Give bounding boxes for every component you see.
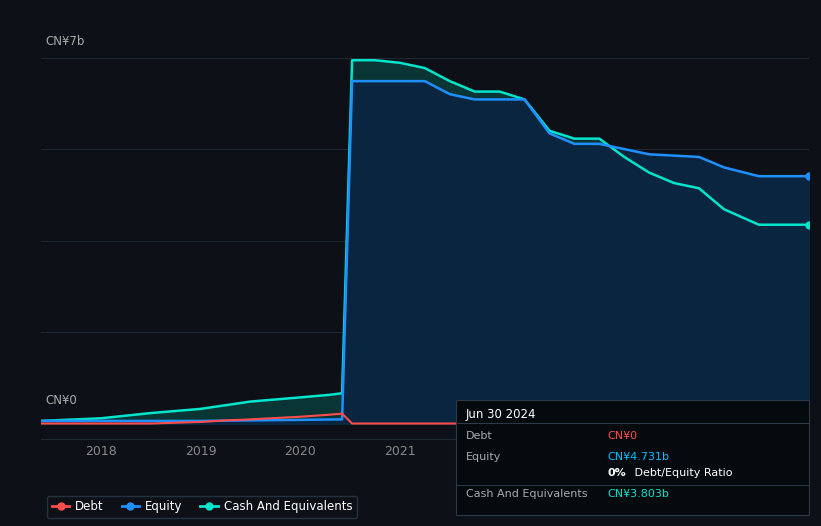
Text: Debt: Debt [466,430,493,441]
Text: 0%: 0% [608,468,626,479]
Text: CN¥3.803b: CN¥3.803b [608,489,669,500]
Text: Equity: Equity [466,451,501,462]
Text: CN¥7b: CN¥7b [45,35,85,48]
Text: CN¥0: CN¥0 [45,394,76,408]
Text: Jun 30 2024: Jun 30 2024 [466,408,536,421]
Text: CN¥4.731b: CN¥4.731b [608,451,670,462]
Legend: Debt, Equity, Cash And Equivalents: Debt, Equity, Cash And Equivalents [47,495,357,518]
Text: Cash And Equivalents: Cash And Equivalents [466,489,587,500]
Text: Debt/Equity Ratio: Debt/Equity Ratio [631,468,732,479]
Text: CN¥0: CN¥0 [608,430,638,441]
